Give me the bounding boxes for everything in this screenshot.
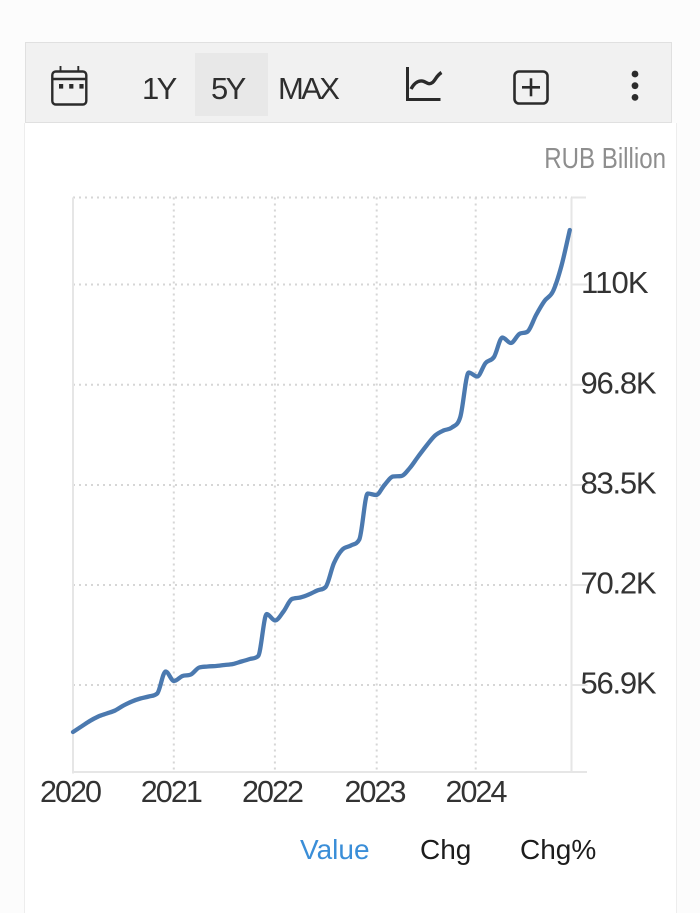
svg-text:2024: 2024	[446, 775, 508, 809]
svg-text:2021: 2021	[141, 775, 203, 809]
svg-text:70.2K: 70.2K	[581, 566, 657, 601]
svg-text:2020: 2020	[40, 775, 102, 809]
svg-text:56.9K: 56.9K	[581, 666, 657, 701]
svg-text:2022: 2022	[242, 775, 304, 809]
svg-text:83.5K: 83.5K	[581, 466, 657, 501]
svg-text:96.8K: 96.8K	[581, 365, 657, 400]
svg-text:110K: 110K	[581, 265, 649, 300]
svg-text:2023: 2023	[345, 775, 407, 809]
